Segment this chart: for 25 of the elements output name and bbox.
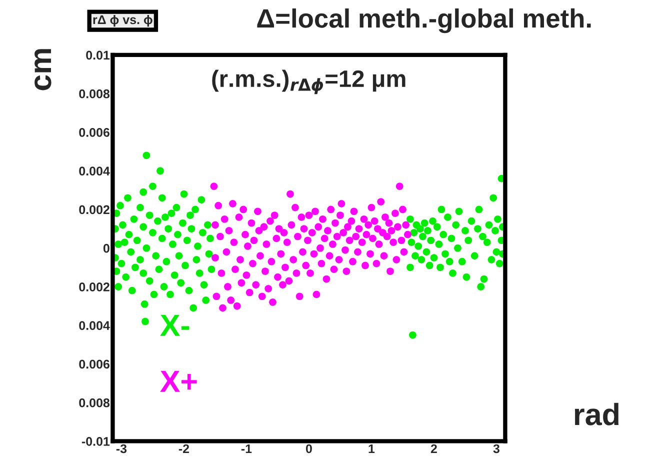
y-tick-label: 0.004: [79, 321, 110, 330]
y-tick-label: 0.004: [79, 166, 110, 176]
x-tick-label: 1: [368, 444, 375, 454]
y-tick-label: 0.008: [79, 398, 110, 408]
x-tick-label: -3: [116, 444, 127, 454]
y-tick-label: 0.01: [86, 50, 110, 60]
series-label: X-: [160, 314, 190, 336]
text: X+: [160, 370, 197, 392]
y-tick-label: 0.002: [79, 282, 110, 292]
y-axis-title: cm: [34, 49, 52, 90]
x-tick-label: -2: [178, 444, 190, 454]
y-tick-label: -0.01: [82, 437, 110, 446]
x-tick-label: 2: [430, 444, 437, 454]
annotation: (r.m.s.)$_{rΔϕ}$=12 μm: [212, 70, 406, 94]
y-tick-label: 0.006: [79, 360, 110, 369]
chart-title: Δ=local meth.-global meth.: [257, 8, 591, 34]
y-tick-label: 0.006: [79, 128, 110, 137]
text: rΔ ϕ vs. ϕ: [93, 14, 152, 27]
x-tick-label: -1: [241, 444, 252, 454]
x-axis-title: rad: [574, 402, 618, 426]
y-tick-label: 0.008: [79, 89, 110, 98]
x-tick-label: 0: [306, 444, 312, 454]
y-tick-label: 0: [103, 244, 110, 253]
x-tick-label: 3: [493, 444, 500, 454]
y-tick-label: 0.002: [79, 205, 110, 214]
